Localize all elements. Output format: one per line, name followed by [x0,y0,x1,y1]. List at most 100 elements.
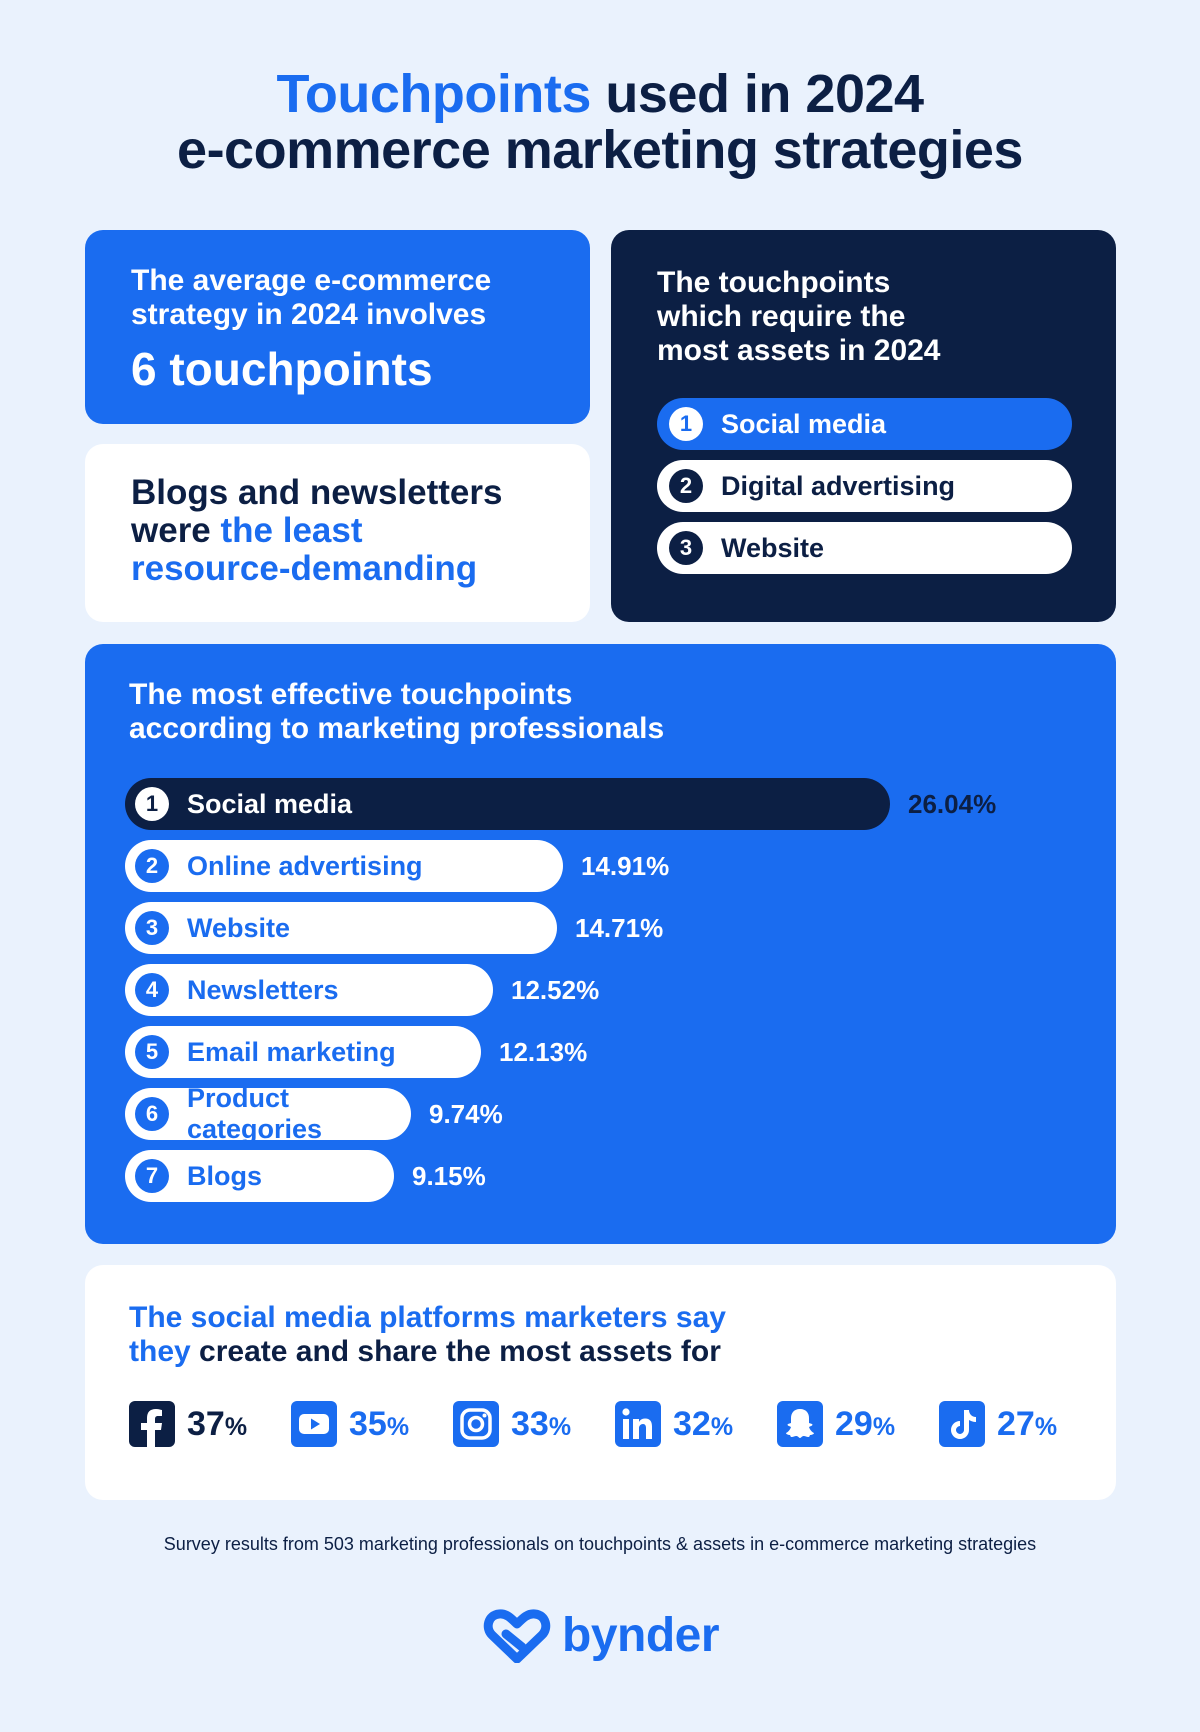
assets-item-label: Social media [721,408,887,439]
bar: 2 Online advertising [125,840,563,892]
social-heading: The social media platforms marketers say… [129,1301,1072,1369]
blogs-line-2-highlight: the least [220,511,363,550]
social-platforms-card: The social media platforms marketers say… [85,1265,1116,1500]
assets-item-social-media: 1 Social media [657,398,1072,450]
bar-row: 4 Newsletters 12.52% [125,964,599,1016]
average-touchpoints-card: The average e-commerce strategy in 2024 … [85,230,590,424]
assets-item-label: Digital advertising [721,470,956,501]
social-heading-highlight: they [129,1335,191,1368]
platform-value: 29% [835,1405,895,1444]
platform-instagram: 33% [453,1401,615,1447]
bar-value-label: 26.04% [908,788,997,819]
bar-row: 7 Blogs 9.15% [125,1150,486,1202]
blogs-line-3-highlight: resource-demanding [131,549,478,588]
platform-value: 27% [997,1405,1057,1444]
linkedin-icon [615,1401,661,1447]
bar-category-label: Online advertising [187,850,423,881]
average-subtitle: The average e-commerce strategy in 2024 … [131,264,544,332]
social-heading-plain: create and share the most assets for [190,1335,721,1368]
effective-heading: The most effective touchpoints according… [129,678,1072,746]
platform-snapchat: 29% [777,1401,939,1447]
bar-category-label: Social media [187,788,353,819]
youtube-icon [291,1401,337,1447]
bar-category-label: Product categories [187,1083,323,1144]
platform-value: 37% [187,1405,247,1444]
snapchat-icon [777,1401,823,1447]
tiktok-icon [939,1401,985,1447]
blogs-statement: Blogs and newsletters were the least res… [131,474,544,588]
bar-row: 1 Social media 26.04% [125,778,996,830]
rank-badge: 1 [135,787,169,821]
bar-value-label: 9.15% [412,1160,486,1191]
blogs-line-1: Blogs and newsletters [131,473,503,512]
platform-unit: % [386,1412,410,1441]
survey-footnote: Survey results from 503 marketing profes… [163,1534,1037,1554]
facebook-icon [129,1401,175,1447]
average-subtitle-line-2: strategy in 2024 involves [131,298,487,331]
rank-badge: 2 [669,469,703,503]
assets-heading-line-3: most assets in 2024 [657,334,941,367]
bar: 1 Social media [125,778,890,830]
rank-badge: 7 [135,1159,169,1193]
bar-row: 6 Product categories 9.74% [125,1083,503,1144]
bar-value-label: 14.91% [581,850,670,881]
effective-touchpoints-card: The most effective touchpoints according… [85,644,1116,1244]
platform-number: 37 [187,1404,225,1443]
platform-unit: % [872,1412,896,1441]
assets-item-website: 3 Website [657,522,1072,574]
rank-badge: 5 [135,1035,169,1069]
platform-facebook: 37% [129,1401,291,1447]
rank-badge: 1 [669,407,703,441]
assets-item-label: Website [721,532,825,563]
blogs-line-2-plain: were [131,511,221,550]
average-subtitle-line-1: The average e-commerce [131,264,492,297]
bar-row: 3 Website 14.71% [125,902,663,954]
rank-badge: 3 [135,911,169,945]
most-assets-card: The touchpoints which require the most a… [611,230,1116,622]
brand-name: bynder [562,1608,720,1662]
bar-category-label: Website [187,912,291,943]
effective-heading-line-1: The most effective touchpoints [129,678,573,711]
bar: 6 Product categories [125,1083,411,1144]
assets-item-digital-advertising: 2 Digital advertising [657,460,1072,512]
instagram-icon [453,1401,499,1447]
assets-heading-line-2: which require the [657,300,906,333]
most-assets-heading: The touchpoints which require the most a… [657,266,1070,368]
rank-badge: 6 [135,1097,169,1131]
platform-tiktok: 27% [939,1401,1101,1447]
bar-row: 5 Email marketing 12.13% [125,1026,587,1078]
bar-value-label: 14.71% [575,912,664,943]
platform-list: 37% 35% 33% [129,1401,1101,1447]
title-rest: used in 2024 [590,64,924,124]
platform-unit: % [710,1412,734,1441]
platform-youtube: 35% [291,1401,453,1447]
bar-row: 2 Online advertising 14.91% [125,840,669,892]
platform-number: 32 [673,1404,711,1443]
platform-number: 33 [511,1404,549,1443]
brand-logo: bynder [482,1607,720,1663]
platform-linkedin: 32% [615,1401,777,1447]
title-accent: Touchpoints [276,64,591,124]
most-assets-list: 1 Social media 2 Digital advertising 3 W… [657,398,1072,574]
platform-number: 27 [997,1404,1035,1443]
bar-value-label: 12.52% [511,974,600,1005]
rank-badge: 3 [669,531,703,565]
bar-value-label: 12.13% [499,1036,588,1067]
effective-heading-line-2: according to marketing professionals [129,712,665,745]
social-heading-line-1: The social media platforms marketers say [129,1301,726,1334]
bynder-logo-icon [483,1609,551,1663]
title-line-2: e-commerce marketing strategies [177,120,1023,180]
bar-value-label: 9.74% [429,1098,503,1129]
bar-category-label: Newsletters [187,974,339,1005]
platform-number: 35 [349,1404,387,1443]
platform-value: 32% [673,1405,733,1444]
bar: 5 Email marketing [125,1026,481,1078]
bar: 3 Website [125,902,557,954]
bar-category-label: Email marketing [187,1036,396,1067]
platform-unit: % [548,1412,572,1441]
platform-value: 33% [511,1405,571,1444]
platform-unit: % [224,1412,248,1441]
page-title: Touchpoints used in 2024 e-commerce mark… [0,66,1200,178]
rank-badge: 2 [135,849,169,883]
platform-number: 29 [835,1404,873,1443]
